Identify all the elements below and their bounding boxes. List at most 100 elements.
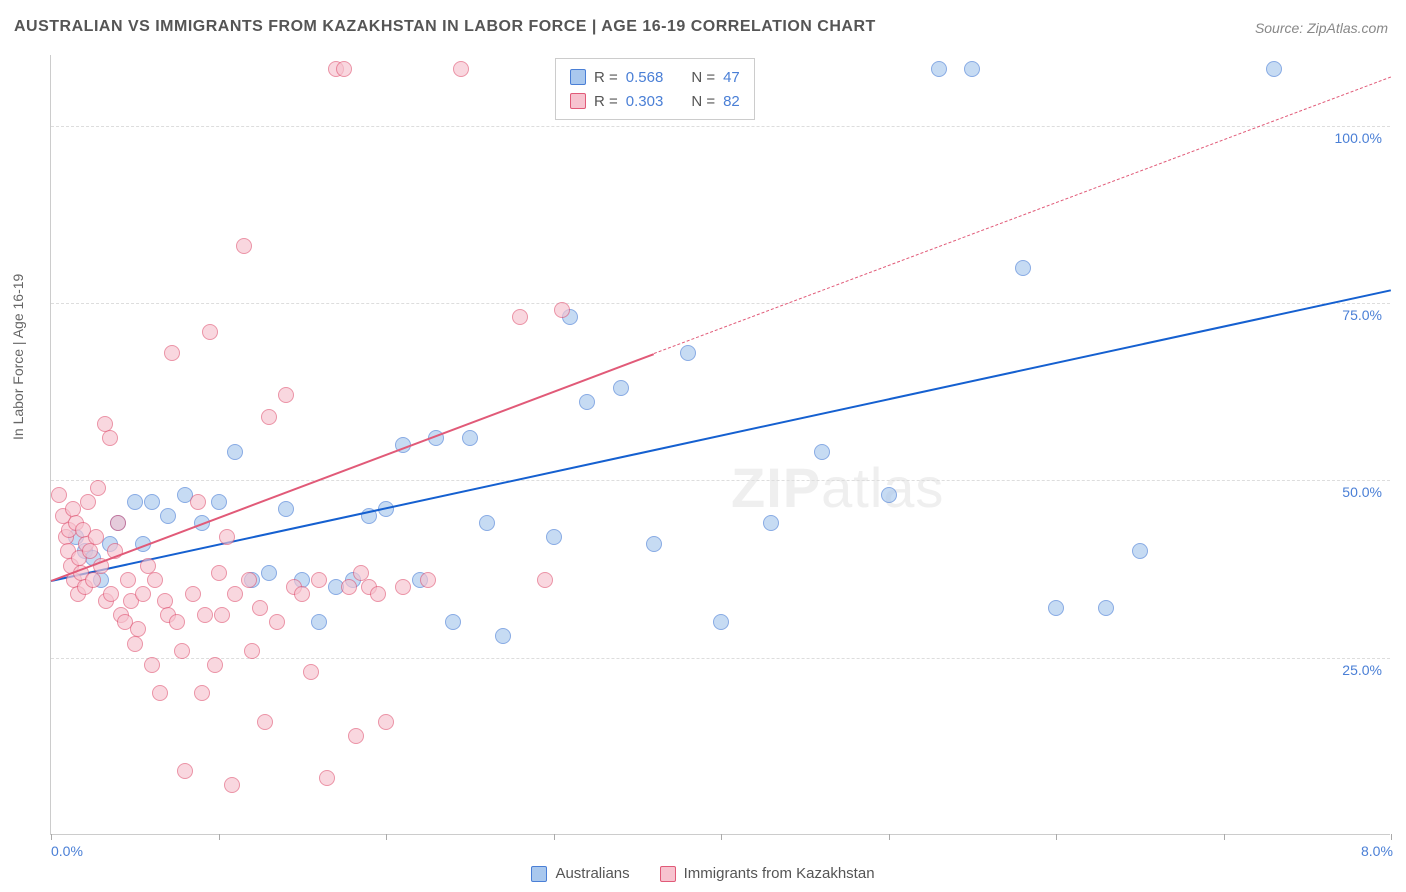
data-point bbox=[103, 586, 119, 602]
data-point bbox=[1048, 600, 1064, 616]
data-point bbox=[211, 494, 227, 510]
data-point bbox=[211, 565, 227, 581]
data-point bbox=[227, 586, 243, 602]
trend-line bbox=[51, 353, 655, 582]
n-label: N = bbox=[691, 69, 715, 86]
data-point bbox=[257, 714, 273, 730]
chart-container: AUSTRALIAN VS IMMIGRANTS FROM KAZAKHSTAN… bbox=[0, 0, 1406, 892]
data-point bbox=[495, 628, 511, 644]
data-point bbox=[85, 572, 101, 588]
x-tick-label: 8.0% bbox=[1361, 843, 1393, 859]
data-point bbox=[370, 586, 386, 602]
data-point bbox=[453, 61, 469, 77]
data-point bbox=[261, 409, 277, 425]
data-point bbox=[102, 430, 118, 446]
data-point bbox=[303, 664, 319, 680]
n-value: 47 bbox=[723, 69, 740, 86]
data-point bbox=[1266, 61, 1282, 77]
data-point bbox=[241, 572, 257, 588]
x-tick bbox=[386, 834, 387, 840]
data-point bbox=[164, 345, 180, 361]
r-value: 0.568 bbox=[626, 69, 664, 86]
data-point bbox=[227, 444, 243, 460]
data-point bbox=[202, 324, 218, 340]
r-label: R = bbox=[594, 93, 618, 110]
data-point bbox=[261, 565, 277, 581]
r-label: R = bbox=[594, 69, 618, 86]
data-point bbox=[244, 643, 260, 659]
data-point bbox=[554, 302, 570, 318]
x-tick bbox=[1391, 834, 1392, 840]
data-point bbox=[197, 607, 213, 623]
data-point bbox=[1015, 260, 1031, 276]
x-tick bbox=[219, 834, 220, 840]
data-point bbox=[236, 238, 252, 254]
data-point bbox=[462, 430, 478, 446]
data-point bbox=[120, 572, 136, 588]
x-tick bbox=[554, 834, 555, 840]
gridline-h bbox=[51, 303, 1390, 304]
y-tick-label: 75.0% bbox=[1322, 307, 1382, 323]
data-point bbox=[194, 685, 210, 701]
data-point bbox=[127, 494, 143, 510]
legend-bottom-item: Immigrants from Kazakhstan bbox=[660, 865, 875, 882]
data-point bbox=[931, 61, 947, 77]
data-point bbox=[348, 728, 364, 744]
data-point bbox=[80, 494, 96, 510]
data-point bbox=[88, 529, 104, 545]
legend-swatch bbox=[660, 866, 676, 882]
data-point bbox=[82, 543, 98, 559]
data-point bbox=[713, 614, 729, 630]
data-point bbox=[479, 515, 495, 531]
gridline-h bbox=[51, 126, 1390, 127]
data-point bbox=[269, 614, 285, 630]
x-tick-label: 0.0% bbox=[51, 843, 83, 859]
data-point bbox=[294, 586, 310, 602]
data-point bbox=[1132, 543, 1148, 559]
data-point bbox=[336, 61, 352, 77]
x-tick bbox=[1224, 834, 1225, 840]
data-point bbox=[214, 607, 230, 623]
n-label: N = bbox=[691, 93, 715, 110]
data-point bbox=[546, 529, 562, 545]
legend-bottom-item: Australians bbox=[531, 865, 629, 882]
data-point bbox=[445, 614, 461, 630]
legend-top-row: R = 0.303 N = 82 bbox=[570, 89, 740, 113]
data-point bbox=[1098, 600, 1114, 616]
data-point bbox=[207, 657, 223, 673]
data-point bbox=[190, 494, 206, 510]
r-value: 0.303 bbox=[626, 93, 664, 110]
legend-swatch bbox=[531, 866, 547, 882]
y-tick-label: 100.0% bbox=[1322, 130, 1382, 146]
data-point bbox=[144, 657, 160, 673]
data-point bbox=[185, 586, 201, 602]
data-point bbox=[144, 494, 160, 510]
source-label: Source: ZipAtlas.com bbox=[1255, 20, 1388, 36]
data-point bbox=[110, 515, 126, 531]
legend-bottom: Australians Immigrants from Kazakhstan bbox=[0, 865, 1406, 882]
watermark: ZIPatlas bbox=[731, 455, 944, 520]
data-point bbox=[174, 643, 190, 659]
legend-label: Immigrants from Kazakhstan bbox=[684, 865, 875, 882]
trend-line bbox=[51, 289, 1391, 582]
data-point bbox=[420, 572, 436, 588]
data-point bbox=[646, 536, 662, 552]
legend-swatch bbox=[570, 69, 586, 85]
data-point bbox=[135, 586, 151, 602]
y-axis-title: In Labor Force | Age 16-19 bbox=[10, 274, 26, 440]
plot-area: ZIPatlas 25.0%50.0%75.0%100.0%0.0%8.0% bbox=[50, 55, 1390, 835]
data-point bbox=[127, 636, 143, 652]
chart-title: AUSTRALIAN VS IMMIGRANTS FROM KAZAKHSTAN… bbox=[14, 18, 876, 36]
data-point bbox=[160, 508, 176, 524]
data-point bbox=[814, 444, 830, 460]
data-point bbox=[152, 685, 168, 701]
data-point bbox=[130, 621, 146, 637]
data-point bbox=[537, 572, 553, 588]
data-point bbox=[169, 614, 185, 630]
data-point bbox=[964, 61, 980, 77]
x-tick bbox=[889, 834, 890, 840]
legend-swatch bbox=[570, 93, 586, 109]
data-point bbox=[395, 579, 411, 595]
y-tick-label: 50.0% bbox=[1322, 484, 1382, 500]
n-value: 82 bbox=[723, 93, 740, 110]
